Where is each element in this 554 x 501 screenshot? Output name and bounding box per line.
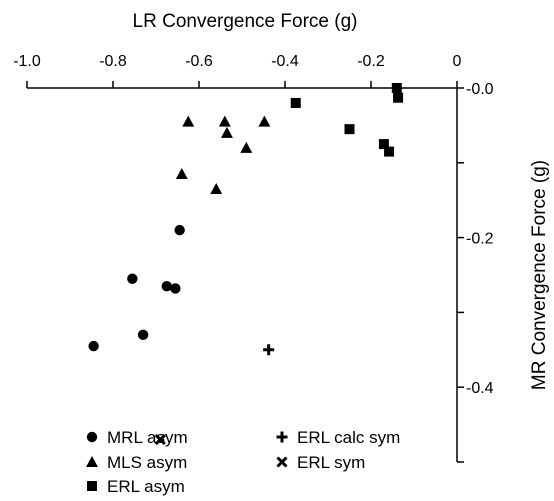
y-tick-label: -0.2 (466, 231, 494, 248)
data-point (290, 97, 301, 108)
legend-label: MLS asym (107, 453, 187, 472)
legend-marker (86, 456, 98, 467)
legend-label: ERL calc sym (297, 428, 400, 447)
y-tick-label: -0.4 (466, 380, 494, 397)
legend-label: ERL sym (297, 453, 365, 472)
data-point (170, 283, 181, 294)
x-axis-title: LR Convergence Force (g) (133, 11, 358, 32)
legend-marker (86, 431, 98, 443)
legend-marker (276, 431, 288, 443)
data-point (378, 139, 389, 150)
x-tick-label: -1.0 (13, 53, 41, 70)
data-point (218, 115, 231, 127)
data-point (391, 83, 402, 93)
x-tick-label: -0.6 (185, 53, 213, 70)
data-points (88, 83, 404, 446)
x-tick-label: -0.2 (357, 53, 385, 70)
y-axis: -0.0 -0.2 -0.4 (456, 81, 494, 463)
x-axis: -1.0 -0.8 -0.6 -0.4 -0.2 0 (13, 53, 462, 89)
legend-label: ERL asym (107, 477, 185, 496)
data-point (258, 115, 271, 127)
legend-label: MRL asym (107, 428, 188, 447)
legend: MRL asym MLS asym ERL asym ERL calc sym ERL … (86, 428, 400, 496)
data-point (263, 344, 275, 356)
data-point (137, 329, 149, 341)
data-point (175, 168, 188, 180)
data-point (344, 124, 355, 135)
data-point (161, 281, 172, 292)
data-point (240, 141, 253, 153)
x-tick-label: -0.4 (271, 53, 299, 70)
data-point (220, 126, 233, 138)
data-point (384, 146, 395, 157)
data-point (127, 273, 138, 284)
data-point (182, 115, 195, 127)
legend-marker (87, 481, 97, 491)
data-point (393, 92, 404, 103)
data-point (210, 182, 223, 194)
x-tick-label: -0.8 (99, 53, 127, 70)
data-point (174, 224, 185, 236)
data-point (88, 340, 99, 352)
data-point (154, 433, 166, 446)
legend-marker (276, 456, 288, 468)
y-axis-title: MR Convergence Force (g) (529, 160, 550, 390)
x-tick-label: 0 (453, 53, 462, 70)
y-tick-label: -0.0 (466, 81, 494, 98)
